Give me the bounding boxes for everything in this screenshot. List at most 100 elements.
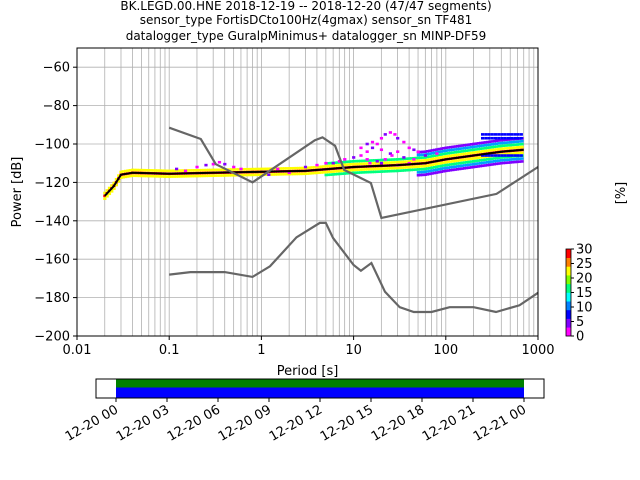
histogram-cell (336, 172, 340, 176)
histogram-cell (349, 160, 354, 163)
histogram-cell (497, 147, 501, 151)
histogram-cell (110, 184, 114, 187)
histogram-cell (354, 159, 358, 163)
histogram-cell (484, 154, 488, 157)
histogram-cell (248, 173, 252, 177)
histogram-cell (337, 159, 342, 163)
colorbar-segment (566, 318, 571, 322)
histogram-cell (128, 169, 132, 172)
histogram-cell (393, 158, 397, 161)
histogram-cell (488, 149, 492, 152)
histogram-cell (361, 171, 365, 174)
histogram-cell (370, 162, 374, 165)
histogram-cell (467, 166, 471, 169)
histogram-cell (232, 173, 236, 177)
histogram-cell (398, 166, 402, 170)
histogram-cell (455, 167, 460, 171)
histogram-cell (467, 151, 471, 155)
histogram-cell (414, 168, 418, 171)
histogram-cell (230, 168, 234, 171)
colorbar-label: [%] (614, 182, 629, 205)
histogram-cell (308, 172, 312, 175)
histogram-cell (359, 168, 363, 171)
histogram-cell (455, 162, 460, 165)
histogram-cell (474, 156, 478, 160)
histogram-cell (386, 161, 390, 164)
histogram-cell (310, 166, 314, 169)
colorbar-segment (566, 301, 571, 305)
histogram-cell (227, 174, 231, 177)
histogram-cell (453, 151, 457, 154)
histogram-cell (499, 161, 503, 165)
histogram-cell (462, 149, 467, 153)
histogram-cell (301, 166, 305, 170)
histogram-cell (225, 174, 229, 177)
histogram-cell (345, 160, 349, 164)
colorbar-segment (566, 257, 571, 261)
histogram-cell (352, 162, 356, 166)
histogram-cell (467, 146, 471, 149)
histogram-cell (363, 168, 367, 171)
colorbar-segment (566, 292, 571, 296)
histogram-cell (444, 152, 448, 155)
histogram-cell (158, 175, 162, 178)
histogram-cell (105, 189, 109, 192)
histogram-cell (467, 160, 471, 164)
histogram-cell (345, 163, 349, 167)
histogram-cell (419, 153, 423, 157)
histogram-cell (243, 167, 248, 171)
histogram-cell (269, 173, 273, 176)
histogram-cell (248, 167, 252, 171)
histogram-cell (241, 168, 245, 171)
histogram-cell (400, 169, 404, 172)
histogram-cell (460, 161, 464, 165)
histogram-cell (435, 148, 439, 151)
histogram-cell (285, 167, 289, 170)
histogram-cell (313, 171, 317, 175)
histogram-cell (490, 145, 494, 149)
histogram-cell (412, 168, 416, 172)
histogram-cell (368, 170, 372, 174)
histogram-cell (336, 169, 340, 173)
colorbar-segment (566, 298, 571, 302)
histogram-cell (513, 140, 517, 144)
histogram-cell (460, 150, 464, 153)
histogram-cell (296, 172, 301, 176)
histogram-cell (292, 166, 296, 170)
histogram-cell (425, 155, 430, 159)
histogram-cell (388, 131, 392, 134)
histogram-cell (206, 168, 211, 172)
histogram-cell (442, 155, 446, 159)
histogram-cell (193, 174, 197, 178)
histogram-cell (289, 172, 294, 176)
colorbar-tick-label: 20 (576, 272, 593, 287)
histogram-cell (416, 173, 420, 177)
histogram-cell (329, 173, 333, 176)
histogram-cell (511, 158, 515, 161)
y-tick-label: −60 (43, 61, 70, 76)
histogram-cell (449, 154, 453, 158)
histogram-cell (375, 142, 379, 146)
histogram-cell (435, 168, 439, 172)
histogram-cell (458, 147, 462, 151)
histogram-cell (388, 152, 392, 155)
histogram-cell (439, 164, 443, 168)
histogram-cell (480, 136, 485, 140)
histogram-cell (515, 143, 520, 146)
histogram-cell (149, 169, 153, 172)
histogram-cell (495, 148, 499, 151)
histogram-cell (483, 141, 487, 144)
histogram-cell (516, 154, 520, 157)
histogram-cell (506, 158, 510, 162)
histogram-cell (370, 167, 374, 171)
histogram-cell (179, 175, 183, 178)
histogram-cell (428, 169, 432, 173)
histogram-cell (186, 174, 190, 178)
histogram-cell (437, 147, 441, 151)
y-tick-label: −200 (34, 330, 70, 345)
histogram-cell (395, 169, 400, 173)
timeline-coverage-bar (116, 379, 524, 388)
histogram-cell (503, 136, 507, 140)
histogram-cell (294, 166, 298, 170)
histogram-cell (333, 164, 337, 167)
